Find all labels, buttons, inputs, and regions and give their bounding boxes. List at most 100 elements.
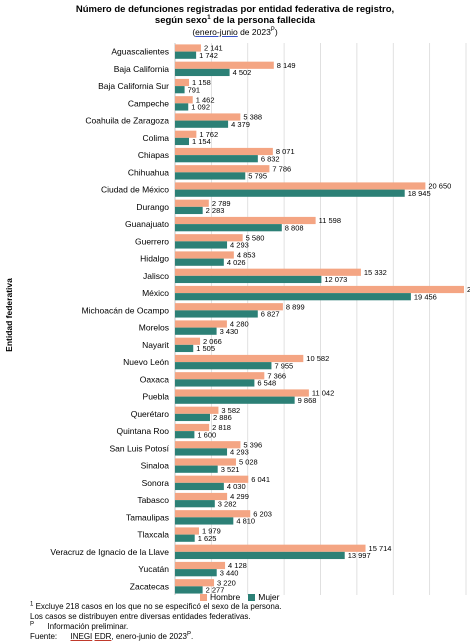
data-label-hombre: 11 042	[312, 389, 334, 398]
source-note: Fuente: INEGI EDR, enero-junio de 2023P.	[30, 631, 282, 642]
data-label-hombre: 1 979	[202, 527, 221, 536]
bar-hombre	[175, 475, 249, 483]
category-label: Ciudad de México	[101, 185, 169, 195]
source-edr: EDR	[94, 632, 112, 641]
category-label: Aguascalientes	[111, 47, 169, 57]
data-label-mujer: 8 808	[285, 223, 304, 232]
bar-hombre	[175, 492, 228, 501]
bar-hombre	[175, 130, 197, 138]
chart-subtitle: (enero-junio de 2023P)	[0, 27, 470, 37]
data-label-mujer: 6 827	[261, 310, 280, 319]
data-label-mujer: 19 456	[414, 292, 437, 301]
legend-item-hombre: Hombre	[200, 592, 240, 602]
data-label-mujer: 6 832	[261, 154, 280, 163]
data-label-hombre: 5 580	[246, 233, 265, 242]
data-label-mujer: 1 505	[196, 344, 215, 353]
bar-hombre	[175, 561, 226, 570]
bar-hombre	[175, 527, 199, 535]
data-label-hombre: 10 582	[306, 354, 329, 363]
bar-mujer	[175, 413, 210, 422]
bar-mujer	[175, 482, 224, 491]
category-label: Querétaro	[131, 409, 170, 419]
bar-hombre	[175, 96, 193, 104]
bar-hombre	[175, 285, 464, 294]
category-label: Tamaulipas	[126, 512, 169, 522]
bar-hombre	[175, 78, 190, 87]
data-label-mujer: 1 742	[199, 51, 218, 60]
data-label-mujer: 4 030	[227, 482, 246, 491]
footnote-1: 1 Excluye 218 casos en los que no se esp…	[30, 601, 282, 612]
bar-hombre	[175, 320, 227, 328]
bar-mujer	[175, 551, 345, 560]
data-label-mujer: 1 154	[192, 137, 211, 146]
data-label-hombre: 2 789	[212, 199, 231, 208]
data-label-hombre: 6 041	[251, 475, 270, 484]
data-label-mujer: 2 283	[206, 206, 225, 215]
bar-mujer	[175, 569, 217, 577]
bar-mujer	[175, 206, 203, 215]
data-label-mujer: 9 868	[298, 396, 317, 405]
data-label-hombre: 20 650	[428, 182, 451, 191]
category-label: Quintana Roo	[117, 426, 170, 436]
bar-hombre	[175, 579, 215, 587]
data-label-mujer: 2 886	[213, 413, 232, 422]
data-label-mujer: 2 277	[206, 586, 225, 595]
bar-hombre	[175, 406, 219, 414]
bar-mujer	[175, 465, 218, 473]
category-label: Oaxaca	[140, 374, 170, 384]
bar-mujer	[175, 293, 411, 301]
data-label-hombre: 2 141	[204, 44, 223, 53]
bar-mujer	[175, 431, 195, 439]
data-label-hombre: 5 028	[239, 458, 258, 467]
category-label: Yucatán	[138, 564, 169, 574]
data-label-mujer: 4 502	[233, 68, 252, 77]
data-label-hombre: 1 462	[196, 95, 215, 104]
data-label-hombre: 3 582	[221, 406, 240, 415]
category-label: Guanajuato	[125, 219, 169, 229]
bar-hombre	[175, 303, 283, 311]
category-label: Chiapas	[138, 150, 169, 160]
bar-mujer	[175, 137, 189, 146]
data-label-hombre: 5 388	[243, 113, 262, 122]
data-label-mujer: 3 521	[221, 465, 240, 474]
category-label: Nayarit	[142, 340, 170, 350]
category-label: Campeche	[128, 98, 169, 108]
bar-mujer	[175, 224, 282, 232]
bar-hombre	[175, 44, 201, 52]
category-label: Jalisco	[143, 271, 169, 281]
category-label: Baja California Sur	[98, 81, 169, 91]
bar-hombre	[175, 372, 265, 380]
data-label-mujer: 13 997	[348, 551, 371, 560]
data-label-hombre: 15 332	[364, 268, 387, 277]
data-label-hombre: 7 366	[267, 371, 286, 380]
bar-mujer	[175, 172, 246, 180]
bar-hombre	[175, 423, 210, 432]
data-label-hombre: 11 598	[319, 216, 341, 225]
bar-hombre	[175, 389, 309, 397]
data-label-hombre: 8 149	[277, 61, 296, 70]
footnote-preliminary: P Información preliminar.	[30, 621, 282, 632]
bar-mujer	[175, 534, 195, 542]
data-label-mujer: 1 092	[191, 103, 210, 112]
category-label: Guerrero	[135, 236, 169, 246]
bar-mujer	[175, 500, 215, 508]
title-text-end: de la persona fallecida	[210, 15, 316, 26]
data-label-mujer: 1 625	[198, 534, 217, 543]
data-label-mujer: 1 600	[197, 430, 216, 439]
category-label: Coahuila de Zaragoza	[85, 116, 169, 126]
bar-hombre	[175, 458, 236, 466]
footnotes: 1 Excluye 218 casos en los que no se esp…	[30, 601, 282, 642]
bar-mujer	[175, 344, 194, 353]
bar-mujer	[175, 327, 217, 335]
subtitle-period: enero-junio	[195, 27, 238, 37]
source-period: , enero-junio de 2023	[111, 632, 188, 641]
bar-mujer	[175, 396, 295, 404]
data-label-mujer: 3 430	[220, 327, 239, 336]
data-label-hombre: 15 714	[369, 544, 392, 553]
bar-mujer	[175, 517, 234, 525]
data-label-mujer: 4 379	[231, 120, 250, 129]
category-label: Sinaloa	[141, 461, 170, 471]
footnote-preliminary-text: Información preliminar.	[47, 622, 129, 631]
footnote-2: Los casos se distribuyen entre diversas …	[30, 612, 251, 621]
bar-mujer	[175, 310, 258, 318]
